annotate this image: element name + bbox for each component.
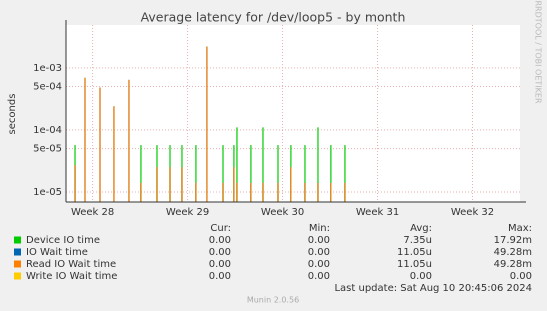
legend-swatch bbox=[14, 248, 21, 256]
footer: Munin 2.0.56 bbox=[247, 296, 299, 305]
x-tick-label: Week 28 bbox=[71, 207, 114, 218]
y-tick-label: 1e-03 bbox=[33, 63, 62, 74]
legend-value: 49.28m bbox=[494, 259, 532, 270]
x-tick-label: Week 29 bbox=[166, 207, 209, 218]
legend-label: Read IO Wait time bbox=[26, 259, 116, 270]
legend-value: 7.35u bbox=[403, 235, 432, 246]
legend-swatch bbox=[14, 236, 21, 244]
x-tick-label: Week 32 bbox=[451, 207, 494, 218]
legend-header: Max: bbox=[508, 223, 532, 234]
legend-value: 11.05u bbox=[397, 259, 432, 270]
marks bbox=[74, 46, 346, 202]
legend-value: 0.00 bbox=[510, 271, 532, 282]
y-tick-label: 5e-04 bbox=[33, 82, 62, 93]
legend-value: 0.00 bbox=[209, 235, 231, 246]
legend-value: 0.00 bbox=[308, 271, 330, 282]
chart-title: Average latency for /dev/loop5 - by mont… bbox=[141, 10, 406, 25]
legend-label: Device IO time bbox=[26, 235, 100, 246]
last-update: Last update: Sat Aug 10 20:45:06 2024 bbox=[334, 283, 532, 294]
legend-value: 0.00 bbox=[308, 259, 330, 270]
legend-value: 49.28m bbox=[494, 247, 532, 258]
x-tick-label: Week 30 bbox=[261, 207, 304, 218]
legend-value: 0.00 bbox=[209, 271, 231, 282]
legend-value: 0.00 bbox=[410, 271, 432, 282]
y-tick-label: 5e-05 bbox=[33, 144, 62, 155]
y-axis-label: seconds bbox=[7, 94, 18, 135]
legend-label: IO Wait time bbox=[26, 247, 88, 258]
legend-swatch bbox=[14, 260, 21, 268]
legend-value: 0.00 bbox=[308, 247, 330, 258]
legend-label: Write IO Wait time bbox=[26, 271, 117, 282]
legend-header: Cur: bbox=[210, 223, 231, 234]
y-tick-label: 1e-04 bbox=[33, 125, 62, 136]
legend-value: 0.00 bbox=[209, 259, 231, 270]
legend-value: 0.00 bbox=[209, 247, 231, 258]
side-label: RRDTOOL / TOBI OETIKER bbox=[534, 0, 543, 103]
legend-header: Min: bbox=[309, 223, 330, 234]
legend-value: 0.00 bbox=[308, 235, 330, 246]
legend-header: Avg: bbox=[410, 223, 432, 234]
plot-area bbox=[66, 25, 520, 202]
legend-value: 11.05u bbox=[397, 247, 432, 258]
grid bbox=[66, 25, 520, 202]
legend-swatch bbox=[14, 272, 21, 280]
legend-value: 17.92m bbox=[494, 235, 532, 246]
legend: Cur: Min: Avg: Max:Device IO time 0.00 0.00 7.… bbox=[14, 223, 532, 282]
x-tick-label: Week 31 bbox=[356, 207, 399, 218]
y-tick-label: 1e-05 bbox=[33, 187, 62, 198]
